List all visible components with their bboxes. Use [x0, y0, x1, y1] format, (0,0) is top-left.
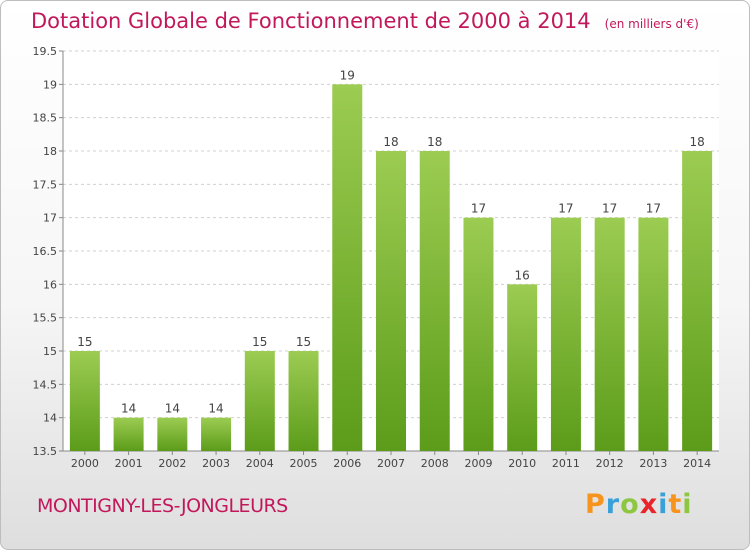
x-tick-label: 2006 [333, 457, 361, 470]
bar [244, 351, 275, 451]
data-label: 17 [471, 202, 486, 216]
y-tick-label: 15 [43, 345, 57, 358]
data-label: 14 [208, 402, 223, 416]
bar [376, 151, 406, 451]
bar [507, 284, 538, 451]
data-label: 15 [77, 335, 92, 349]
data-label: 15 [252, 335, 267, 349]
bar [69, 351, 100, 451]
logo-letter: i [682, 489, 693, 520]
x-tick-label: 2009 [464, 457, 492, 470]
bar [550, 217, 581, 451]
data-label: 17 [646, 202, 661, 216]
data-label: 19 [340, 68, 355, 82]
x-tick-label: 2000 [71, 457, 99, 470]
proxiti-logo: Proxiti [585, 489, 693, 520]
bar [201, 417, 232, 451]
logo-letter: i [658, 489, 669, 520]
chart-unit: (en milliers d'€) [604, 17, 699, 31]
x-tick-label: 2002 [158, 457, 186, 470]
data-label: 14 [121, 402, 136, 416]
bar [157, 417, 188, 451]
bar [332, 84, 363, 451]
x-tick-label: 2004 [246, 457, 274, 470]
data-label: 18 [383, 135, 398, 149]
y-tick-label: 17 [43, 212, 57, 225]
bar [113, 417, 144, 451]
y-tick-label: 19 [43, 78, 57, 91]
x-tick-label: 2012 [596, 457, 624, 470]
data-label: 14 [165, 402, 180, 416]
y-tick-label: 17.5 [33, 178, 58, 191]
bar [638, 217, 669, 451]
data-label: 18 [427, 135, 442, 149]
y-tick-label: 18.5 [33, 112, 58, 125]
x-tick-label: 2001 [115, 457, 143, 470]
logo-letter: x [639, 489, 659, 520]
x-tick-label: 2011 [552, 457, 580, 470]
data-label: 17 [558, 202, 573, 216]
commune-name: MONTIGNY-LES-JONGLEURS [37, 495, 288, 517]
data-label: 15 [296, 335, 311, 349]
logo-letter: r [605, 489, 621, 520]
bar [419, 151, 450, 451]
x-tick-label: 2013 [639, 457, 667, 470]
bar [682, 151, 713, 451]
bars [69, 84, 713, 451]
x-tick-label: 2014 [683, 457, 711, 470]
chart-title-text: Dotation Globale de Fonctionnement de 20… [31, 9, 591, 33]
logo-letter: t [668, 489, 683, 520]
y-tick-label: 19.5 [33, 45, 58, 58]
y-tick-label: 14.5 [33, 378, 58, 391]
y-tick-label: 18 [43, 145, 57, 158]
bar [288, 351, 319, 451]
x-tick-label: 2003 [202, 457, 230, 470]
y-tick-label: 15.5 [33, 312, 58, 325]
data-label: 16 [515, 268, 530, 282]
data-label: 17 [602, 202, 617, 216]
y-tick-label: 16.5 [33, 245, 58, 258]
bar [594, 217, 625, 451]
x-tick-label: 2007 [377, 457, 405, 470]
bar [463, 217, 494, 451]
x-tick-label: 2005 [290, 457, 318, 470]
y-tick-label: 16 [43, 278, 57, 291]
x-tick-label: 2008 [421, 457, 449, 470]
y-tick-label: 14 [43, 412, 57, 425]
labels: 13.5 14 14.5 15 15.5 16 16.5 17 17.5 18 18.5 19 19.5… [33, 45, 712, 470]
data-label: 18 [689, 135, 704, 149]
x-tick-label: 2010 [508, 457, 536, 470]
logo-letter: o [620, 489, 640, 520]
logo-letter: P [585, 489, 606, 520]
chart-title: Dotation Globale de Fonctionnement de 20… [31, 9, 699, 33]
y-tick-label: 13.5 [33, 445, 58, 458]
